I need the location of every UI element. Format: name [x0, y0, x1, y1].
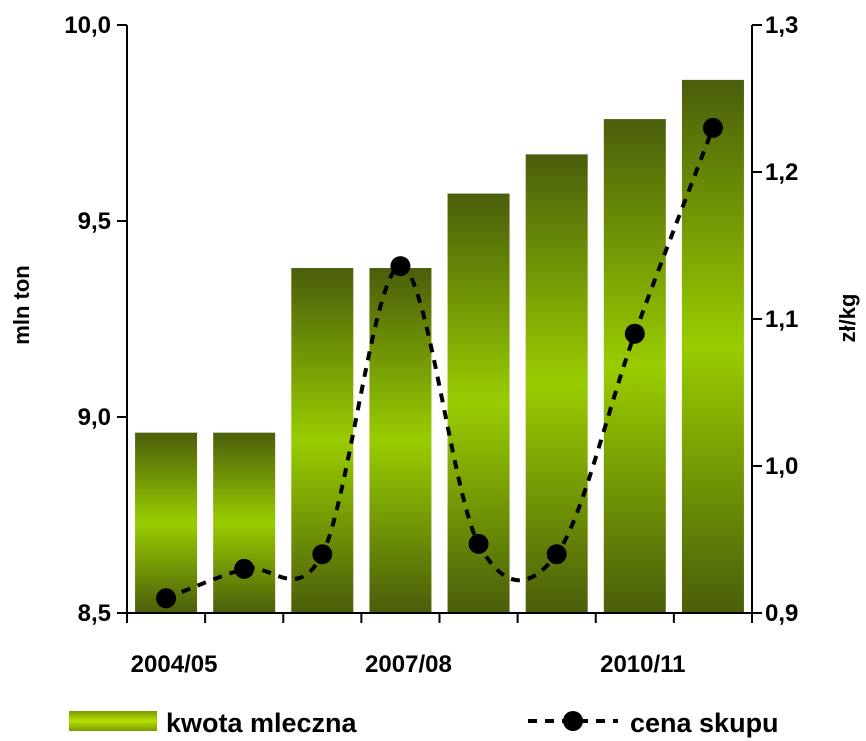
y2-tick-label: 0,9: [765, 600, 798, 627]
price-marker: [156, 588, 177, 609]
bar: [681, 79, 744, 613]
legend-label-line: cena skupu: [630, 708, 779, 738]
price-marker: [390, 256, 411, 277]
y2-tick-label: 1,2: [765, 159, 798, 186]
legend-label-bar: kwota mleczna: [166, 708, 358, 738]
y2-tick-label: 1,3: [765, 12, 798, 39]
y-tick-label: 8,5: [78, 600, 111, 627]
y2-axis-title: zł/kg: [835, 294, 860, 343]
bar: [213, 432, 276, 613]
price-marker: [624, 323, 645, 344]
price-marker: [546, 544, 567, 565]
bar: [135, 432, 198, 613]
y-tick-label: 9,5: [78, 208, 111, 235]
price-marker: [312, 544, 333, 565]
x-tick-label: 2010/11: [600, 651, 685, 678]
x-tick-label: 2007/08: [365, 651, 452, 678]
line-series-group: [156, 117, 723, 609]
y2-tick-label: 1,1: [765, 306, 798, 333]
price-marker: [234, 558, 255, 579]
labels-group: 8,5 9,0 9,5 10,0 0,9 1,0 1,1 1,2 1,3 2004/05 2007/…: [64, 12, 798, 678]
price-line: [165, 127, 715, 601]
axes-group: [117, 24, 762, 623]
y2-tick-label: 1,0: [765, 453, 798, 480]
bars-group: [135, 79, 744, 614]
bar: [369, 268, 432, 613]
y-tick-label: 10,0: [64, 12, 111, 39]
bar: [525, 154, 588, 614]
legend: kwota mleczna cena skupu: [69, 708, 779, 738]
legend-swatch-bar: [69, 711, 157, 731]
legend-swatch-marker: [563, 711, 583, 731]
price-marker: [468, 533, 489, 554]
y-axis-title: mln ton: [9, 265, 34, 344]
y-tick-label: 9,0: [78, 404, 111, 431]
x-tick-label: 2004/05: [131, 651, 218, 678]
bar: [603, 119, 666, 613]
price-marker: [702, 117, 723, 138]
